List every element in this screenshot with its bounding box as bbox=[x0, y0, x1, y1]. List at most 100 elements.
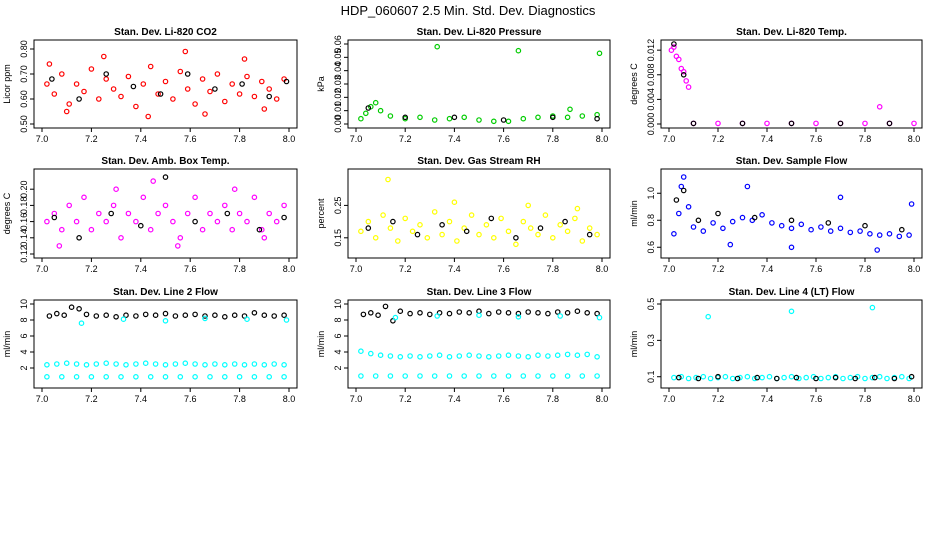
data-point bbox=[108, 210, 115, 217]
data-point bbox=[101, 53, 107, 60]
data-point bbox=[212, 312, 218, 319]
data-point bbox=[825, 220, 832, 226]
x-tick-label: 7.0 bbox=[663, 264, 676, 274]
data-point bbox=[554, 309, 561, 315]
y-axis-label: ml/min bbox=[2, 331, 12, 358]
data-point bbox=[261, 361, 268, 368]
data-point bbox=[251, 373, 258, 380]
x-tick-label: 7.4 bbox=[448, 134, 461, 144]
data-point bbox=[769, 220, 775, 226]
data-point bbox=[525, 309, 532, 315]
data-point bbox=[125, 73, 132, 80]
series-highlight bbox=[49, 71, 290, 102]
data-point bbox=[244, 73, 250, 80]
x-tick-label: 7.6 bbox=[497, 394, 510, 404]
y-tick-label: 0.80 bbox=[19, 40, 29, 58]
plot-frame bbox=[660, 168, 923, 259]
data-point bbox=[377, 352, 384, 359]
y-tick-label: 0.15 bbox=[333, 229, 343, 247]
panel-title: Stan. Dev. Li-820 Temp. bbox=[736, 27, 847, 38]
series-highlight bbox=[675, 373, 915, 382]
data-point bbox=[675, 56, 682, 63]
data-point bbox=[367, 309, 374, 316]
data-point bbox=[110, 202, 117, 209]
data-point bbox=[281, 361, 287, 368]
data-point bbox=[202, 361, 208, 368]
data-point bbox=[118, 93, 124, 100]
data-point bbox=[73, 81, 80, 87]
data-point bbox=[564, 114, 571, 121]
y-tick-label: 4 bbox=[333, 349, 343, 354]
data-point bbox=[113, 186, 119, 193]
panel-9: Stan. Dev. Line 4 (LT) Flow ml/min 7.0 7.2 7… bbox=[629, 287, 923, 404]
data-point bbox=[715, 373, 721, 380]
panel-title: Stan. Dev. Line 2 Flow bbox=[113, 287, 218, 298]
plot-frame bbox=[33, 39, 298, 129]
data-point bbox=[103, 71, 110, 77]
data-point bbox=[231, 361, 238, 367]
data-point bbox=[434, 43, 441, 50]
data-point bbox=[283, 317, 290, 323]
plot-frame bbox=[347, 39, 611, 129]
data-point bbox=[857, 228, 863, 234]
data-point bbox=[680, 72, 687, 78]
data-point bbox=[574, 205, 581, 212]
data-point bbox=[869, 374, 876, 381]
data-point bbox=[535, 373, 541, 379]
data-point bbox=[837, 120, 844, 127]
data-point bbox=[58, 226, 65, 233]
data-point bbox=[177, 373, 184, 380]
data-point bbox=[202, 111, 208, 117]
y-tick-label: 0.8 bbox=[646, 214, 656, 227]
y-tick-label: 0.12 bbox=[19, 245, 29, 263]
data-point bbox=[764, 120, 770, 127]
x-tick-label: 8.0 bbox=[908, 264, 921, 274]
data-point bbox=[446, 310, 453, 317]
plot-frame bbox=[660, 299, 923, 389]
data-point bbox=[439, 231, 445, 238]
data-point bbox=[162, 174, 169, 180]
data-point bbox=[798, 221, 805, 228]
y-tick-label: 0.6 bbox=[646, 241, 656, 254]
x-tick-label: 7.4 bbox=[761, 394, 774, 404]
x-tick-label: 8.0 bbox=[283, 134, 296, 144]
data-point bbox=[827, 228, 834, 234]
data-point bbox=[490, 373, 497, 379]
data-point bbox=[594, 373, 600, 379]
data-point bbox=[142, 360, 149, 367]
series-cyan-upper bbox=[44, 360, 287, 368]
data-point bbox=[417, 114, 423, 121]
data-point bbox=[118, 373, 124, 380]
data-point bbox=[729, 218, 736, 225]
data-point bbox=[88, 373, 95, 380]
data-point bbox=[720, 225, 726, 232]
data-point bbox=[192, 373, 198, 380]
x-tick-label: 7.4 bbox=[135, 134, 148, 144]
x-tick-label: 7.6 bbox=[810, 134, 823, 144]
data-point bbox=[155, 91, 161, 97]
data-point bbox=[884, 375, 890, 382]
data-point bbox=[142, 311, 149, 318]
data-point bbox=[818, 224, 824, 230]
data-point bbox=[407, 353, 413, 359]
data-point bbox=[466, 352, 473, 359]
data-point bbox=[454, 238, 460, 244]
data-point bbox=[840, 375, 846, 382]
data-point bbox=[152, 312, 159, 319]
data-point bbox=[170, 218, 176, 225]
data-point bbox=[498, 215, 504, 222]
plot-frame bbox=[33, 168, 298, 259]
data-point bbox=[155, 210, 161, 217]
x-tick-label: 7.0 bbox=[663, 394, 676, 404]
data-point bbox=[76, 305, 82, 312]
data-point bbox=[123, 361, 129, 368]
data-point bbox=[813, 375, 819, 382]
data-point bbox=[680, 187, 687, 194]
data-point bbox=[671, 374, 677, 381]
data-point bbox=[567, 106, 573, 113]
y-tick-label: 0.60 bbox=[19, 90, 29, 108]
data-point bbox=[431, 209, 438, 215]
data-point bbox=[251, 93, 258, 100]
data-point bbox=[93, 361, 100, 367]
data-point bbox=[554, 352, 561, 359]
